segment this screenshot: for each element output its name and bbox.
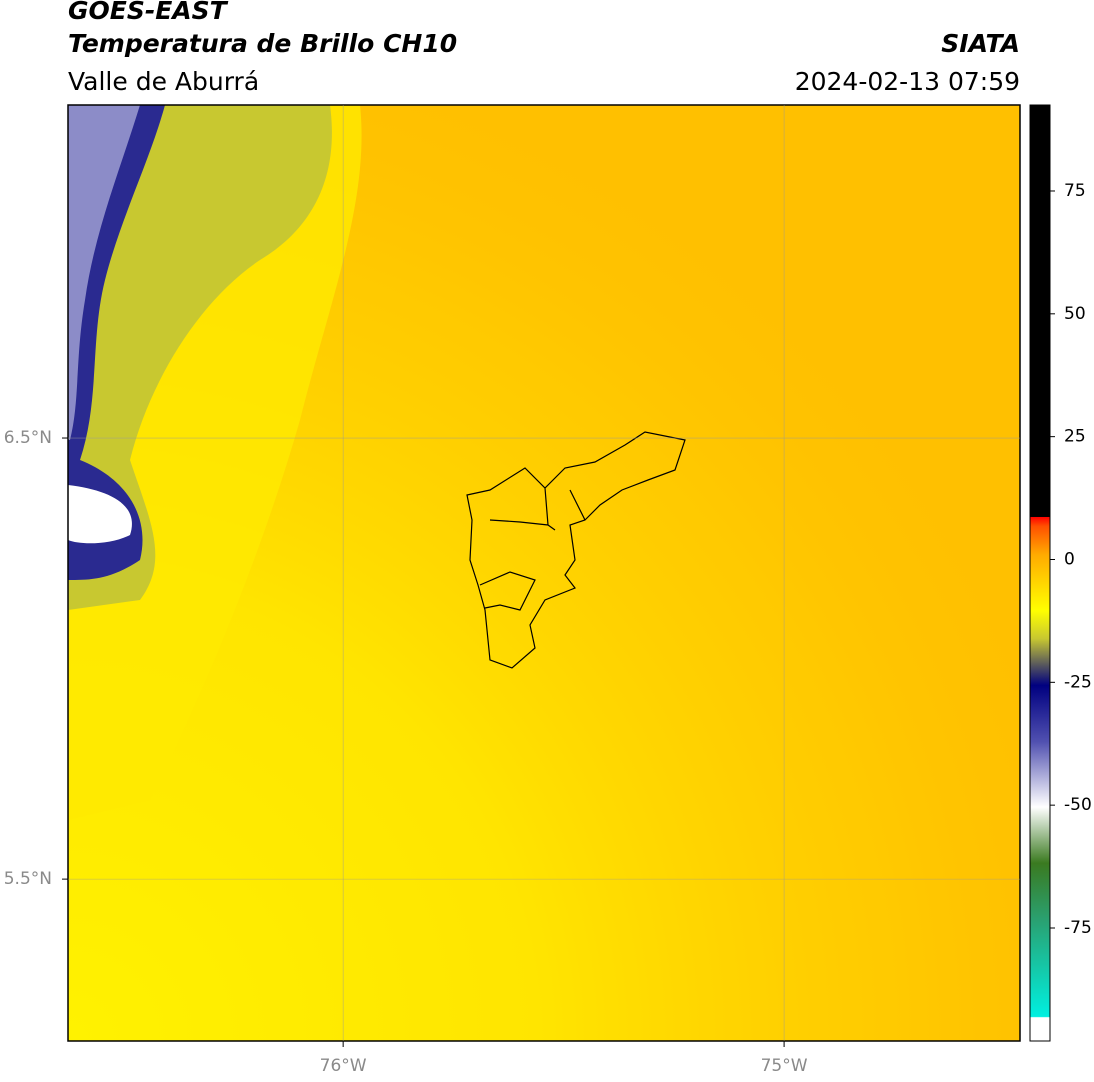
y-tick-label: 6.5°N — [4, 428, 52, 448]
agency: SIATA — [941, 29, 1020, 58]
source: GOES-EAST — [68, 0, 229, 25]
colorbar-tick-label: 50 — [1064, 304, 1086, 324]
colorbar-tick-label: -50 — [1064, 795, 1092, 815]
colorbar — [1029, 104, 1051, 1042]
colorbar-tick-label: 0 — [1064, 549, 1075, 569]
map-field — [68, 105, 1020, 1041]
valley-outline — [466, 431, 686, 669]
map-frame — [67, 104, 1021, 1042]
x-tick-label: 75°W — [761, 1056, 808, 1076]
y-tick-label: 5.5°N — [4, 869, 52, 889]
x-tick-label: 76°W — [320, 1056, 367, 1076]
title: Temperatura de Brillo CH10 — [68, 29, 457, 58]
colorbar-tick-label: -25 — [1064, 672, 1092, 692]
colorbar-tick-label: 25 — [1064, 427, 1086, 447]
datetime: 2024-02-13 07:59 — [795, 67, 1020, 96]
colorbar-tick-label: 75 — [1064, 181, 1086, 201]
region: Valle de Aburrá — [68, 67, 259, 96]
colorbar-tick-label: -75 — [1064, 918, 1092, 938]
